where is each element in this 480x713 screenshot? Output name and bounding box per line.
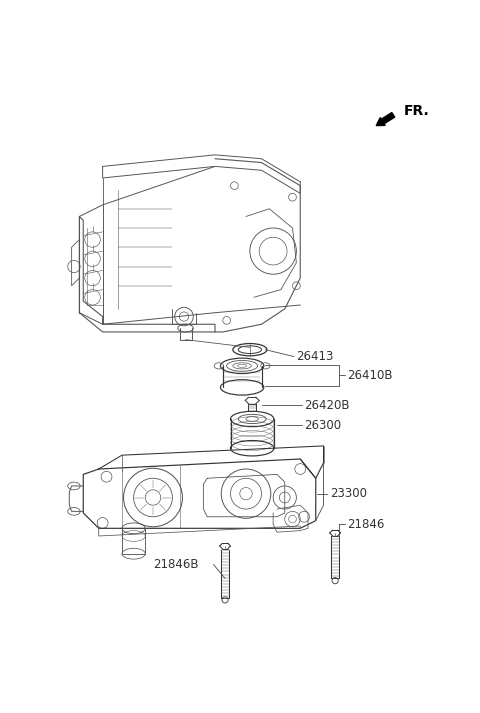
Text: 26300: 26300 <box>304 419 341 431</box>
Text: 26410B: 26410B <box>348 369 393 381</box>
FancyArrow shape <box>376 113 395 125</box>
Text: 21846: 21846 <box>348 518 385 531</box>
Text: 21846B: 21846B <box>153 558 199 571</box>
Text: 23300: 23300 <box>330 487 367 500</box>
Text: FR.: FR. <box>404 104 430 118</box>
Text: 26413: 26413 <box>296 350 334 363</box>
Text: 26420B: 26420B <box>304 399 349 411</box>
